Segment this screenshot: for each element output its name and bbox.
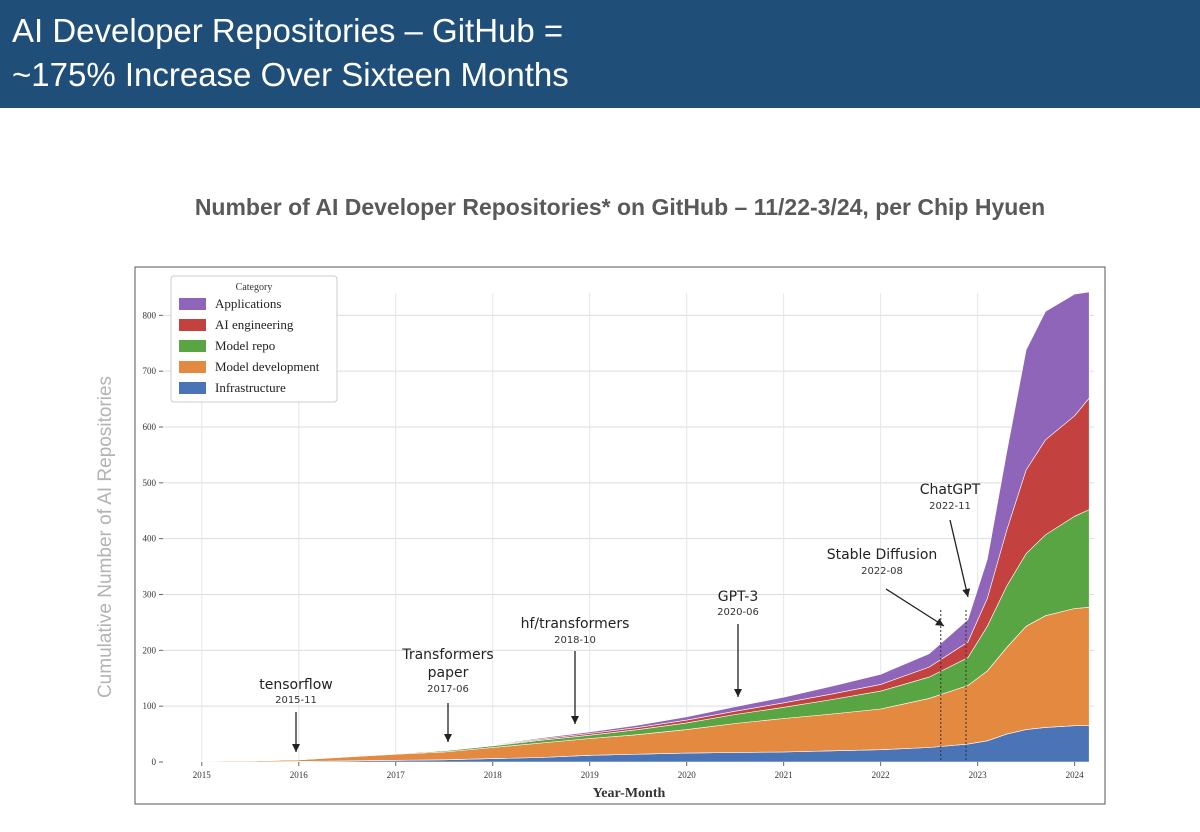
legend-label: Model development: [215, 359, 320, 374]
annotation-arrowhead: [292, 744, 300, 752]
x-tick-label: 2021: [775, 770, 793, 780]
annotation-arrowhead: [935, 618, 944, 626]
area-series: [162, 291, 1090, 763]
annotation-arrowhead: [571, 716, 579, 724]
annotation-label: Transformers: [401, 647, 493, 663]
x-tick-label: 2020: [678, 770, 697, 780]
annotation-label: Stable Diffusion: [827, 547, 938, 563]
annotation-date: 2018-10: [554, 635, 596, 646]
annotation-label: GPT-3: [718, 589, 759, 605]
x-tick-label: 2015: [193, 770, 212, 780]
y-tick-label: 200: [143, 645, 157, 655]
annotation-label: hf/transformers: [521, 616, 630, 632]
legend-title: Category: [236, 282, 273, 293]
x-tick-label: 2019: [581, 770, 600, 780]
chart-heading: Number of AI Developer Repositories* on …: [194, 194, 1046, 220]
x-tick-label: 2017: [387, 770, 406, 780]
annotation-arrowhead: [734, 689, 742, 697]
legend-label: Applications: [215, 296, 281, 311]
legend-label: AI engineering: [215, 317, 294, 332]
legend-label: Infrastructure: [215, 380, 286, 395]
y-axis-label: Cumulative Number of AI Repositories: [95, 375, 116, 699]
title-banner: AI Developer Repositories – GitHub = ~17…: [0, 0, 1200, 108]
legend-swatch: [179, 298, 206, 310]
y-tick-label: 800: [143, 310, 157, 320]
annotations: tensorflow 2015-11 Transformers paper 2017-0…: [259, 482, 981, 762]
y-tick-label: 100: [143, 701, 157, 711]
annotation-date: 2020-06: [717, 607, 759, 618]
area-applications: [163, 291, 1090, 762]
slide-title-line-2: ~175% Increase Over Sixteen Months: [12, 56, 569, 93]
x-tick-label: 2018: [484, 770, 503, 780]
legend-swatch: [179, 361, 206, 373]
x-axis-label: Year-Month: [593, 786, 666, 801]
x-tick-label: 2022: [872, 770, 890, 780]
annotation-label: ChatGPT: [920, 482, 981, 498]
legend-swatch: [179, 382, 206, 394]
y-tick-label: 700: [143, 366, 157, 376]
annotation-date: 2015-11: [275, 695, 317, 706]
annotation-arrowhead: [962, 588, 971, 597]
x-tick-label: 2024: [1066, 770, 1085, 780]
legend-swatch: [179, 319, 206, 331]
y-tick-label: 500: [143, 478, 157, 488]
annotation-date: 2022-08: [861, 566, 903, 577]
annotation-label: paper: [428, 665, 469, 681]
y-tick-label: 300: [143, 590, 157, 600]
annotation-date: 2017-06: [427, 684, 469, 695]
legend: Category Applications AI engineering Model …: [170, 275, 338, 403]
axes: 0 100 200 300 400 500 600 700 800 2015 2016 2017 201…: [143, 310, 1085, 780]
annotation-arrowhead: [444, 734, 452, 742]
annotation-arrow: [885, 588, 945, 627]
legend-box: [170, 275, 338, 403]
x-tick-label: 2016: [290, 770, 309, 780]
y-tick-label: 600: [143, 422, 157, 432]
annotation-label: tensorflow: [259, 677, 332, 693]
slide-title-line-1: AI Developer Repositories – GitHub =: [12, 12, 564, 49]
legend-swatch: [179, 340, 206, 352]
x-tick-label: 2023: [969, 770, 988, 780]
annotation-date: 2022-11: [929, 501, 971, 512]
legend-label: Model repo: [215, 338, 275, 353]
y-tick-label: 0: [152, 757, 157, 767]
annotation-arrow: [949, 519, 969, 598]
y-tick-label: 400: [143, 534, 157, 544]
